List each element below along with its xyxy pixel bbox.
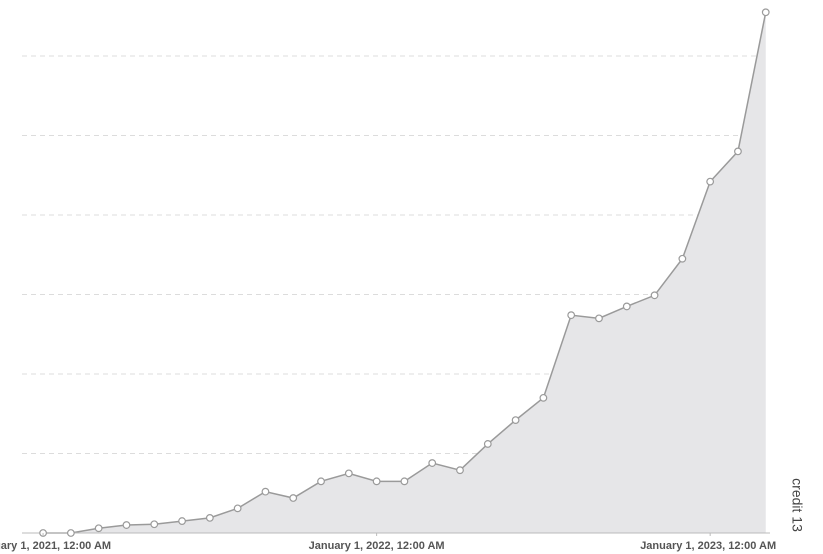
point [289, 494, 298, 502]
point [428, 459, 437, 467]
point [650, 291, 659, 300]
x-tick-label: January 1, 2021, 12:00 AM [0, 540, 111, 552]
point [706, 177, 715, 186]
point [567, 311, 576, 320]
point [622, 302, 631, 311]
point [261, 487, 270, 496]
point [595, 314, 603, 323]
point [150, 520, 159, 529]
point [205, 513, 214, 522]
point [456, 466, 464, 475]
area [43, 12, 766, 533]
point [94, 524, 103, 533]
point [511, 416, 520, 425]
point [344, 469, 353, 478]
point [66, 529, 75, 537]
credit: credit 13 [789, 478, 805, 532]
point [483, 440, 492, 448]
x-tick-label: January 1, 2023, 12:00 AM [640, 540, 776, 552]
point [539, 393, 548, 402]
point [233, 504, 242, 513]
point [400, 477, 409, 486]
point [372, 477, 381, 486]
point [734, 147, 742, 156]
point [761, 8, 770, 17]
point [678, 254, 687, 263]
point [122, 521, 131, 529]
point [317, 477, 325, 486]
point [178, 517, 186, 525]
x-tick-label: January 1, 2022, 12:00 AM [309, 540, 445, 552]
